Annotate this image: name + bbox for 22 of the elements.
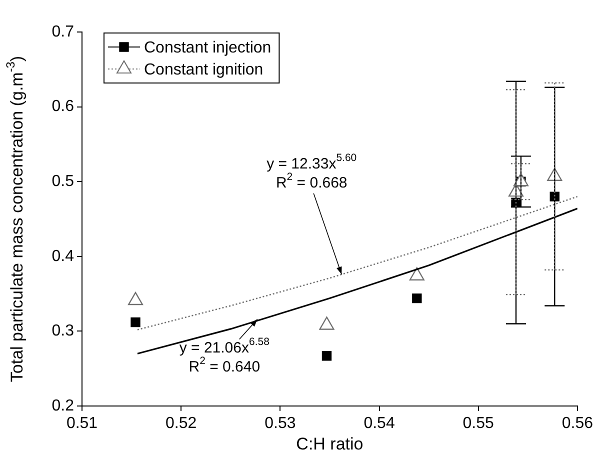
y-tick-label: 0.7 [52, 23, 74, 40]
y-tick-label: 0.3 [52, 322, 74, 340]
point [409, 267, 424, 280]
y-tick-label: 0.2 [52, 397, 74, 414]
x-tick-label: 0.56 [562, 415, 594, 432]
point [130, 317, 140, 328]
y-tick-label: 0.4 [52, 248, 74, 265]
point [322, 351, 332, 361]
point [128, 292, 144, 306]
x-tick-label: 0.53 [264, 415, 296, 432]
point [412, 293, 422, 304]
y-tick-label: 0.5 [52, 173, 74, 190]
x-tick-label: 0.51 [66, 415, 98, 432]
x-tick-label: 0.52 [166, 415, 197, 432]
y-tick-label: 0.6 [52, 98, 74, 116]
x-tick-label: 0.55 [462, 415, 494, 432]
y-axis-title: Total particulate mass concentration (g.m-3) [3, 56, 27, 382]
legend-label: Constant injection [144, 39, 272, 56]
legend-label: Constant ignition [144, 61, 264, 78]
x-tick-label: 0.54 [364, 415, 395, 432]
point [319, 316, 334, 330]
x-axis-title: C:H ratio [296, 434, 364, 454]
